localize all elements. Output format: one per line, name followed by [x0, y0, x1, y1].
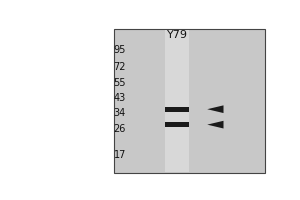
Text: 17: 17 — [113, 150, 126, 160]
Text: 72: 72 — [113, 62, 126, 72]
Bar — [114, 29, 265, 173]
Text: 43: 43 — [114, 93, 126, 103]
Polygon shape — [207, 105, 224, 113]
Text: Y79: Y79 — [167, 30, 188, 40]
Bar — [165, 107, 189, 112]
Text: 95: 95 — [113, 45, 126, 55]
Text: 34: 34 — [114, 108, 126, 118]
Text: 26: 26 — [113, 124, 126, 134]
Polygon shape — [207, 121, 224, 128]
Text: 55: 55 — [113, 78, 126, 88]
Bar — [165, 30, 189, 172]
Bar — [165, 122, 189, 127]
